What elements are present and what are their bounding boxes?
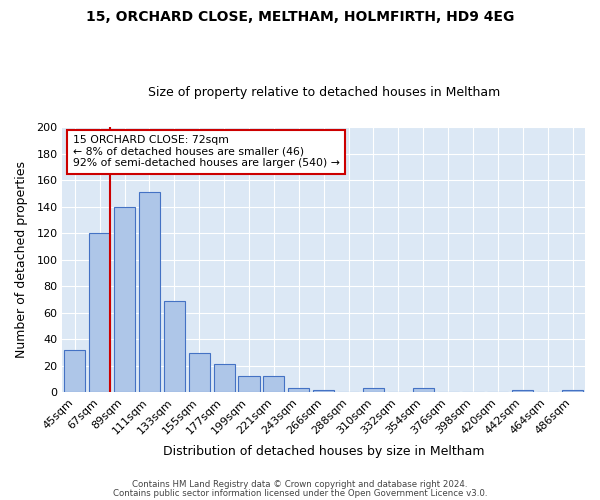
Text: Contains HM Land Registry data © Crown copyright and database right 2024.: Contains HM Land Registry data © Crown c…: [132, 480, 468, 489]
X-axis label: Distribution of detached houses by size in Meltham: Distribution of detached houses by size …: [163, 444, 484, 458]
Y-axis label: Number of detached properties: Number of detached properties: [15, 161, 28, 358]
Bar: [214, 364, 235, 392]
Text: 15 ORCHARD CLOSE: 72sqm
← 8% of detached houses are smaller (46)
92% of semi-det: 15 ORCHARD CLOSE: 72sqm ← 8% of detached…: [73, 135, 340, 168]
Bar: [413, 388, 434, 392]
Bar: [139, 192, 160, 392]
Bar: [562, 390, 583, 392]
Bar: [313, 390, 334, 392]
Text: Contains public sector information licensed under the Open Government Licence v3: Contains public sector information licen…: [113, 488, 487, 498]
Bar: [263, 376, 284, 392]
Bar: [512, 390, 533, 392]
Bar: [89, 233, 110, 392]
Bar: [64, 350, 85, 393]
Bar: [164, 301, 185, 392]
Bar: [114, 206, 135, 392]
Title: Size of property relative to detached houses in Meltham: Size of property relative to detached ho…: [148, 86, 500, 100]
Bar: [288, 388, 310, 392]
Bar: [363, 388, 384, 392]
Text: 15, ORCHARD CLOSE, MELTHAM, HOLMFIRTH, HD9 4EG: 15, ORCHARD CLOSE, MELTHAM, HOLMFIRTH, H…: [86, 10, 514, 24]
Bar: [188, 352, 210, 393]
Bar: [238, 376, 260, 392]
